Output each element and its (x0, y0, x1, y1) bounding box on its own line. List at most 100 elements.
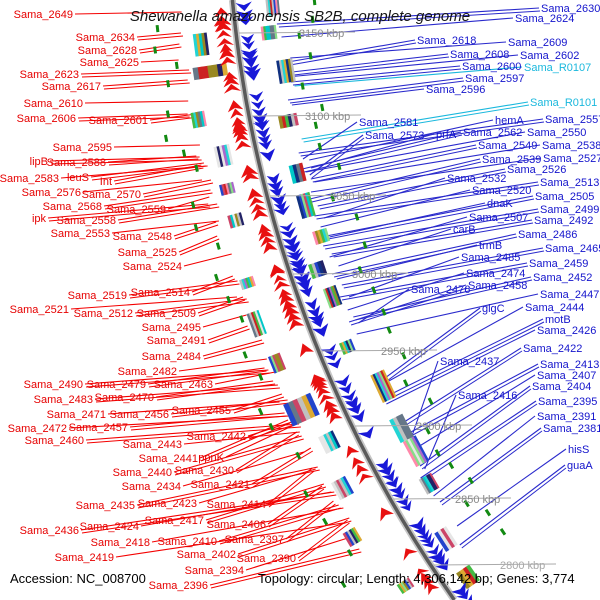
gene-label-guaA[interactable]: guaA (567, 460, 593, 472)
gene-label-Sama_2618[interactable]: Sama_2618 (417, 35, 476, 47)
gene-label-Sama_2436[interactable]: Sama_2436 (20, 525, 79, 537)
gene-label-Sama_2509[interactable]: Sama_2509 (137, 308, 196, 320)
gene-label-carB[interactable]: carB (453, 224, 476, 236)
gene-label-Sama_2430[interactable]: Sama_2430 (175, 465, 234, 477)
gene-label-Int[interactable]: Int (100, 176, 112, 188)
gene-label-trmB[interactable]: trmB (479, 240, 502, 252)
gene-label-Sama_2391[interactable]: Sama_2391 (537, 411, 596, 423)
gene-label-Sama_2553[interactable]: Sama_2553 (51, 228, 110, 240)
gene-label-Sama_2419[interactable]: Sama_2419 (55, 552, 114, 564)
gene-label-Sama_2452[interactable]: Sama_2452 (533, 272, 592, 284)
gene-label-leuS[interactable]: leuS (67, 172, 89, 184)
gene-label-Sama_2601[interactable]: Sama_2601 (89, 115, 148, 127)
gene-label-Sama_2597[interactable]: Sama_2597 (465, 73, 524, 85)
gene-label-Sama_2581[interactable]: Sama_2581 (359, 117, 418, 129)
gene-label-Sama_2416[interactable]: Sama_2416 (458, 390, 517, 402)
gene-label-Sama_2588[interactable]: Sama_2588 (47, 157, 106, 169)
gene-label-Sama_2630[interactable]: Sama_2630 (541, 3, 600, 15)
gene-label-Sama_2520[interactable]: Sama_2520 (472, 185, 531, 197)
gene-label-Sama_2470[interactable]: Sama_2470 (95, 392, 154, 404)
gene-label-Sama_2423[interactable]: Sama_2423 (138, 498, 197, 510)
gene-label-motB[interactable]: motB (545, 314, 571, 326)
gene-label-Sama_2482[interactable]: Sama_2482 (118, 366, 177, 378)
gene-label-hisS[interactable]: hisS (568, 444, 589, 456)
gene-label-Sama_2483[interactable]: Sama_2483 (34, 394, 93, 406)
gene-label-Sama_2404[interactable]: Sama_2404 (532, 381, 591, 393)
gene-label-Sama_2617[interactable]: Sama_2617 (42, 81, 101, 93)
gene-label-Sama_2414[interactable]: Sama_2414 (207, 499, 266, 511)
gene-label-Sama_2514[interactable]: Sama_2514 (131, 287, 190, 299)
gene-label-Sama_2479[interactable]: Sama_2479 (87, 379, 146, 391)
gene-label-Sama_2434[interactable]: Sama_2434 (122, 481, 181, 493)
gene-label-Sama_2549[interactable]: Sama_2549 (478, 140, 537, 152)
gene-label-Sama_2418[interactable]: Sama_2418 (91, 537, 150, 549)
gene-label-Sama_2443[interactable]: Sama_2443 (123, 439, 182, 451)
gene-label-Sama_2538[interactable]: Sama_2538 (542, 140, 600, 152)
gene-label-Sama_2526[interactable]: Sama_2526 (507, 164, 566, 176)
gene-label-Sama_2505[interactable]: Sama_2505 (535, 191, 594, 203)
gene-label-Sama_2548[interactable]: Sama_2548 (113, 231, 172, 243)
gene-label-Sama_2471[interactable]: Sama_2471 (47, 409, 106, 421)
gene-label-Sama_2491[interactable]: Sama_2491 (147, 335, 206, 347)
gene-label-Sama_2559[interactable]: Sama_2559 (107, 204, 166, 216)
gene-label-Sama_2625[interactable]: Sama_2625 (80, 57, 139, 69)
gene-label-Sama_2490[interactable]: Sama_2490 (24, 379, 83, 391)
gene-label-Sama_2499[interactable]: Sama_2499 (540, 204, 599, 216)
gene-label-Sama_2463[interactable]: Sama_2463 (154, 379, 213, 391)
gene-label-Sama_2573[interactable]: Sama_2573 (365, 130, 424, 142)
gene-label-Sama_2465[interactable]: Sama_2465 (545, 243, 600, 255)
gene-label-Sama_2492[interactable]: Sama_2492 (534, 215, 593, 227)
gene-label-Sama_2394[interactable]: Sama_2394 (185, 565, 244, 577)
gene-label-Sama_2583[interactable]: Sama_2583 (0, 173, 59, 185)
gene-label-Sama_2558[interactable]: Sama_2558 (57, 215, 116, 227)
gene-label-Sama_2421[interactable]: Sama_2421 (191, 479, 250, 491)
gene-label-Sama_2602[interactable]: Sama_2602 (520, 50, 579, 62)
gene-label-Sama_2440[interactable]: Sama_2440 (113, 467, 172, 479)
gene-label-Sama_2397[interactable]: Sama_2397 (225, 534, 284, 546)
gene-label-Sama_2455[interactable]: Sama_2455 (172, 405, 231, 417)
gene-label-glgC[interactable]: glgC (482, 303, 505, 315)
gene-label-Sama_R0107[interactable]: Sama_R0107 (524, 62, 591, 74)
gene-label-Sama_2649[interactable]: Sama_2649 (14, 9, 73, 21)
gene-label-Sama_2472[interactable]: Sama_2472 (8, 423, 67, 435)
gene-label-Sama_2474[interactable]: Sama_2474 (466, 268, 525, 280)
gene-label-Sama_2390[interactable]: Sama_2390 (237, 553, 296, 565)
gene-label-Sama_2512[interactable]: Sama_2512 (74, 308, 133, 320)
gene-label-Sama_2424[interactable]: Sama_2424 (80, 521, 139, 533)
gene-label-Sama_2634[interactable]: Sama_2634 (76, 32, 135, 44)
gene-label-Sama_2568[interactable]: Sama_2568 (43, 201, 102, 213)
gene-label-Sama_2557[interactable]: Sama_2557 (545, 114, 600, 126)
gene-label-Sama_2576[interactable]: Sama_2576 (22, 187, 81, 199)
gene-label-Sama_2459[interactable]: Sama_2459 (529, 258, 588, 270)
gene-label-Sama_2600[interactable]: Sama_2600 (462, 61, 521, 73)
gene-label-Sama_2525[interactable]: Sama_2525 (118, 247, 177, 259)
gene-label-Sama_2486[interactable]: Sama_2486 (518, 229, 577, 241)
gene-label-Sama_2460[interactable]: Sama_2460 (25, 435, 84, 447)
gene-label-Sama_2407[interactable]: Sama_2407 (537, 370, 596, 382)
gene-label-Sama_2608[interactable]: Sama_2608 (450, 49, 509, 61)
gene-label-Sama_2519[interactable]: Sama_2519 (68, 290, 127, 302)
gene-label-Sama_2417[interactable]: Sama_2417 (145, 515, 204, 527)
gene-label-Sama_2456[interactable]: Sama_2456 (110, 409, 169, 421)
gene-label-Sama_R0101[interactable]: Sama_R0101 (530, 97, 597, 109)
gene-label-Sama_2406[interactable]: Sama_2406 (207, 519, 266, 531)
gene-label-Sama_2413[interactable]: Sama_2413 (540, 359, 599, 371)
gene-label-Sama_2402[interactable]: Sama_2402 (177, 549, 236, 561)
gene-label-Sama_2513[interactable]: Sama_2513 (540, 177, 599, 189)
gene-label-Sama_2610[interactable]: Sama_2610 (24, 98, 83, 110)
gene-label-hemA[interactable]: hemA (495, 115, 524, 127)
gene-label-Sama_2484[interactable]: Sama_2484 (142, 351, 201, 363)
gene-label-Sama_2596[interactable]: Sama_2596 (426, 84, 485, 96)
gene-label-Sama_2527[interactable]: Sama_2527 (543, 153, 600, 165)
gene-label-Sama_2595[interactable]: Sama_2595 (53, 142, 112, 154)
gene-label-Sama_2562[interactable]: Sama_2562 (463, 127, 522, 139)
gene-label-Sama_2521[interactable]: Sama_2521 (10, 304, 69, 316)
gene-label-dnaK[interactable]: dnaK (487, 198, 513, 210)
gene-label-Sama_2381[interactable]: Sama_2381 (543, 423, 600, 435)
gene-label-Sama_2550[interactable]: Sama_2550 (527, 127, 586, 139)
gene-label-Sama_2476[interactable]: Sama_2476 (411, 284, 470, 296)
gene-label-Sama_2458[interactable]: Sama_2458 (468, 280, 527, 292)
gene-label-Sama_2539[interactable]: Sama_2539 (482, 154, 541, 166)
gene-label-Sama_2444[interactable]: Sama_2444 (525, 302, 584, 314)
gene-label-Sama_2447[interactable]: Sama_2447 (540, 289, 599, 301)
